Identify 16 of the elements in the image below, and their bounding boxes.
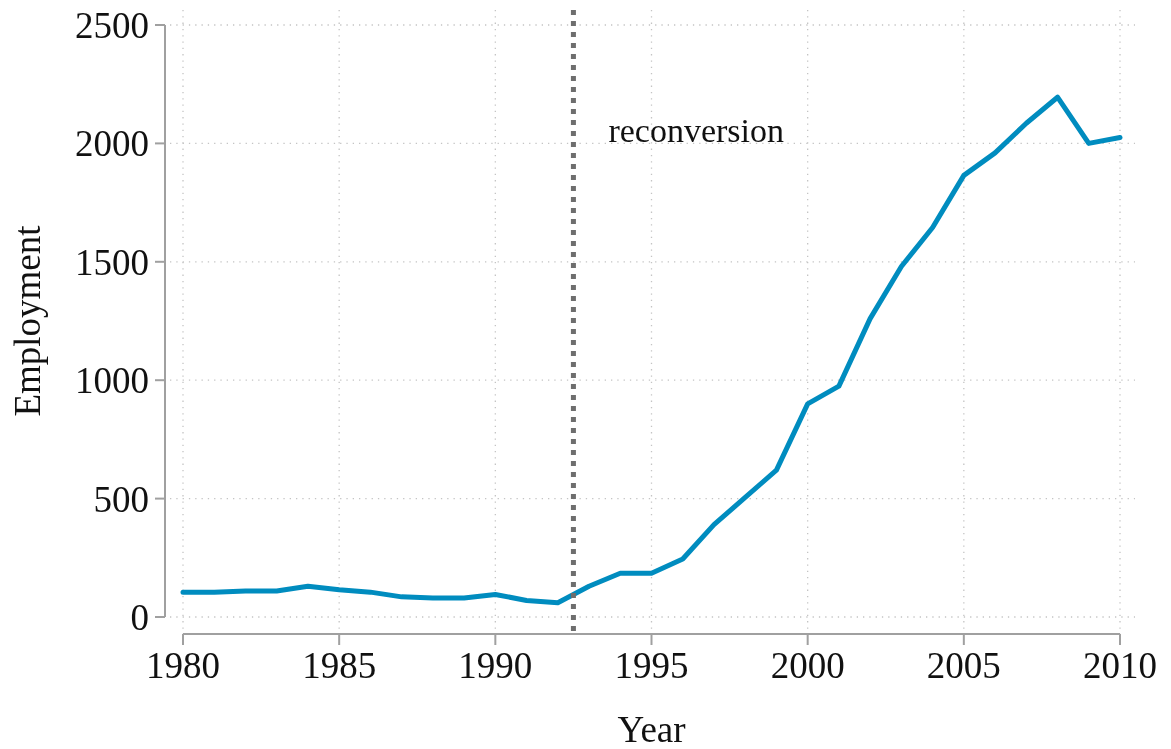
x-tick-label: 1990 xyxy=(458,645,533,686)
ref-line-label: reconversion xyxy=(608,112,785,149)
x-tick-label: 2000 xyxy=(770,645,845,686)
x-tick-label: 1980 xyxy=(146,645,220,686)
y-tick-label: 2500 xyxy=(75,4,149,46)
x-tick-label: 1985 xyxy=(302,645,377,686)
y-tick-label: 0 xyxy=(130,596,149,638)
x-tick-label: 2010 xyxy=(1083,645,1157,686)
x-axis-title: Year xyxy=(617,709,686,749)
y-tick-label: 1500 xyxy=(75,241,149,283)
x-tick-label: 2005 xyxy=(926,645,1001,686)
y-tick-label: 2000 xyxy=(75,123,149,165)
y-tick-label: 1000 xyxy=(75,360,149,402)
y-axis-title: Employment xyxy=(7,224,48,417)
y-tick-label: 500 xyxy=(93,478,149,520)
x-tick-label: 1995 xyxy=(614,645,689,686)
